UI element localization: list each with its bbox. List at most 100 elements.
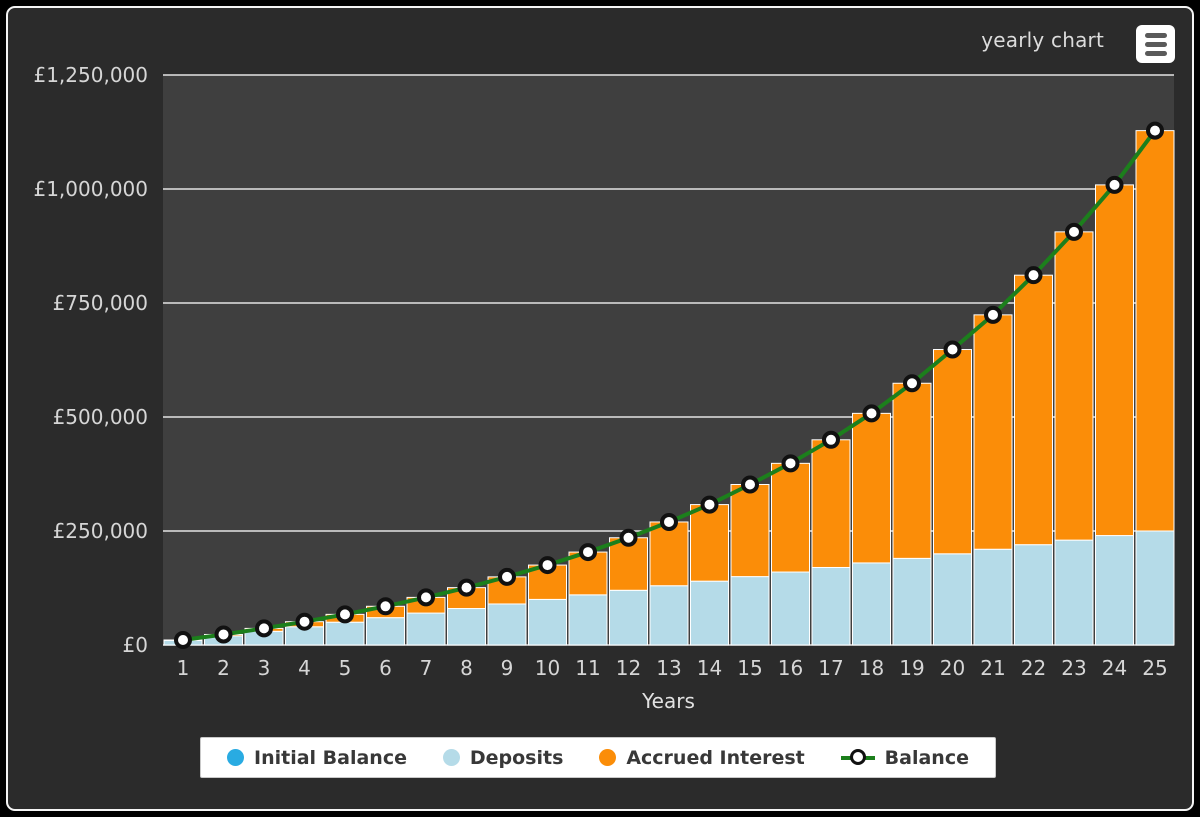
balance-marker[interactable] <box>336 605 354 624</box>
legend-item-accrued-interest[interactable]: Accrued Interest <box>599 746 805 769</box>
x-axis-label: 1 <box>177 656 190 680</box>
x-axis-label: 7 <box>420 656 433 680</box>
x-axis-label: 14 <box>697 656 722 680</box>
legend-label: Initial Balance <box>254 746 407 769</box>
x-axis-label: 23 <box>1061 656 1086 680</box>
deposits-bar[interactable] <box>649 585 689 646</box>
deposits-bar[interactable] <box>1014 544 1053 646</box>
x-axis-label: 6 <box>379 656 392 680</box>
x-axis-label: 18 <box>859 656 884 680</box>
accrued-interest-bar[interactable] <box>649 521 689 587</box>
deposits-bar[interactable] <box>892 557 932 646</box>
deposits-bar[interactable] <box>528 598 567 646</box>
bars-layer <box>163 130 1175 646</box>
balance-marker[interactable] <box>498 567 516 586</box>
y-axis-label: £500,000 <box>53 405 148 429</box>
legend-label: Accrued Interest <box>626 746 805 769</box>
deposits-bar[interactable] <box>852 562 891 646</box>
x-axis-label: 5 <box>339 656 352 680</box>
accrued-interest-bar[interactable] <box>852 412 891 564</box>
legend-item-balance[interactable]: Balance <box>840 746 969 769</box>
legend-item-initial-balance[interactable]: Initial Balance <box>227 747 407 769</box>
balance-marker[interactable] <box>660 512 678 531</box>
deposits-bar[interactable] <box>447 608 486 646</box>
balance-marker[interactable] <box>538 556 557 575</box>
balance-marker[interactable] <box>943 340 962 359</box>
deposits-bar[interactable] <box>730 576 770 646</box>
balance-marker[interactable] <box>1146 121 1164 140</box>
x-axis-label: 25 <box>1142 656 1167 680</box>
x-axis-label: 20 <box>940 656 965 680</box>
balance-marker[interactable] <box>862 404 881 423</box>
y-axis-labels: £0 £250,000 £500,000 £750,000 £1,000,000 £1,2… <box>33 63 148 657</box>
accrued-interest-bar[interactable] <box>771 462 810 573</box>
x-axis-label: 8 <box>460 656 473 680</box>
legend-item-deposits[interactable]: Deposits <box>442 746 564 769</box>
deposits-bar[interactable] <box>1095 535 1134 646</box>
balance-marker[interactable] <box>781 454 800 473</box>
balance-marker[interactable] <box>457 578 476 597</box>
balance-marker[interactable] <box>1024 266 1043 285</box>
hamburger-icon <box>1144 32 1167 56</box>
x-axis-label: 11 <box>575 656 600 680</box>
deposits-bar[interactable] <box>973 548 1013 646</box>
balance-marker[interactable] <box>984 305 1002 324</box>
y-axis-label: £0 <box>123 633 148 657</box>
accrued-interest-bar[interactable] <box>1014 274 1053 546</box>
x-axis-label: 17 <box>818 656 843 680</box>
legend-swatch-balance <box>840 748 875 767</box>
balance-marker[interactable] <box>1065 222 1083 241</box>
deposits-bar[interactable] <box>568 594 608 646</box>
y-axis-label: £750,000 <box>53 291 148 315</box>
accrued-interest-bar[interactable] <box>730 483 770 578</box>
legend-swatch-deposits <box>442 749 460 766</box>
deposits-bar[interactable] <box>406 612 446 646</box>
balance-marker[interactable] <box>903 374 921 393</box>
balance-marker[interactable] <box>255 619 273 638</box>
deposits-bar[interactable] <box>325 621 365 646</box>
deposits-bar[interactable] <box>933 553 972 646</box>
x-axis-title: Years <box>641 689 695 713</box>
balance-marker[interactable] <box>822 430 840 449</box>
accrued-interest-bar[interactable] <box>933 349 972 555</box>
accrued-interest-bar[interactable] <box>1054 231 1094 541</box>
deposits-bar[interactable] <box>771 571 810 646</box>
balance-marker[interactable] <box>295 612 314 631</box>
deposits-bar[interactable] <box>690 580 729 646</box>
balance-marker[interactable] <box>619 528 638 547</box>
deposits-bar[interactable] <box>487 603 527 646</box>
accrued-interest-bar[interactable] <box>690 504 729 582</box>
accrued-interest-bar[interactable] <box>892 382 932 559</box>
balance-marker[interactable] <box>1105 175 1124 194</box>
legend-label: Balance <box>884 746 969 769</box>
legend-swatch-accrued-interest <box>599 749 617 766</box>
accrued-interest-bar[interactable] <box>811 439 851 568</box>
deposits-bar[interactable] <box>366 617 405 646</box>
menu-button[interactable] <box>1136 25 1175 63</box>
balance-marker[interactable] <box>214 625 233 644</box>
deposits-bar[interactable] <box>1135 530 1175 646</box>
legend-label: Deposits <box>469 746 564 769</box>
accrued-interest-bar[interactable] <box>973 314 1013 550</box>
accrued-interest-bar[interactable] <box>1135 130 1175 532</box>
balance-marker[interactable] <box>417 588 435 607</box>
accrued-interest-bar[interactable] <box>1095 184 1134 537</box>
y-axis-label: £250,000 <box>53 519 148 543</box>
balance-marker[interactable] <box>741 475 759 494</box>
balance-marker[interactable] <box>579 543 597 562</box>
x-axis-label: 2 <box>217 656 230 680</box>
x-axis-label: 24 <box>1102 656 1127 680</box>
x-axis-label: 19 <box>899 656 924 680</box>
balance-marker[interactable] <box>174 630 192 649</box>
x-axis-label: 15 <box>737 656 762 680</box>
balance-markers <box>174 121 1164 649</box>
balance-marker[interactable] <box>376 597 395 616</box>
deposits-bar[interactable] <box>811 566 851 646</box>
x-axis-label: 9 <box>501 656 514 680</box>
y-axis-label: £1,000,000 <box>33 177 148 201</box>
deposits-bar[interactable] <box>609 589 648 646</box>
legend-swatch-initial-balance <box>227 749 244 766</box>
deposits-bar[interactable] <box>1054 539 1094 646</box>
balance-marker[interactable] <box>700 495 719 514</box>
